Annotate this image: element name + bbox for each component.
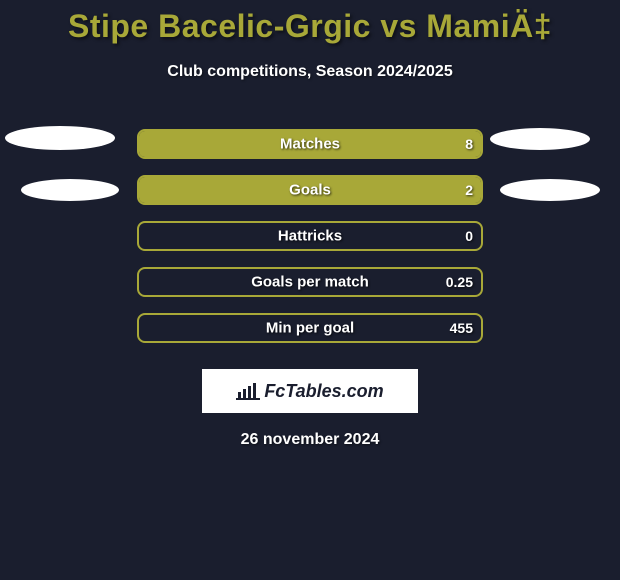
stat-bar-container: Matches 8 (137, 129, 483, 159)
stat-bar-container: Min per goal 455 (137, 313, 483, 343)
stat-row-goals-per-match: Goals per match 0.25 (0, 259, 620, 305)
stat-bar-container: Goals per match 0.25 (137, 267, 483, 297)
stat-bar-container: Hattricks 0 (137, 221, 483, 251)
subtitle: Club competitions, Season 2024/2025 (0, 63, 620, 81)
stat-label: Goals per match (251, 274, 369, 291)
stat-row-matches: Matches 8 (0, 121, 620, 167)
stat-row-min-per-goal: Min per goal 455 (0, 305, 620, 351)
stat-value: 0 (465, 228, 473, 244)
main-container: Stipe Bacelic-Grgic vs MamiÄ‡ Club compe… (0, 0, 620, 449)
stat-value: 2 (465, 182, 473, 198)
stat-value: 8 (465, 136, 473, 152)
stats-section: Matches 8 Goals 2 Hattricks 0 Goals per … (0, 121, 620, 351)
stat-value: 455 (450, 320, 473, 336)
stat-label: Goals (289, 182, 331, 199)
footer-logo-label: FcTables.com (264, 381, 383, 402)
bar-chart-icon (236, 382, 260, 400)
stat-bar-container: Goals 2 (137, 175, 483, 205)
stat-label: Hattricks (278, 228, 342, 245)
date-text: 26 november 2024 (0, 431, 620, 449)
page-title: Stipe Bacelic-Grgic vs MamiÄ‡ (0, 8, 620, 45)
footer-logo[interactable]: FcTables.com (202, 369, 418, 413)
stat-row-hattricks: Hattricks 0 (0, 213, 620, 259)
stat-value: 0.25 (446, 274, 473, 290)
stat-label: Matches (280, 136, 340, 153)
stat-label: Min per goal (266, 320, 354, 337)
footer-logo-text: FcTables.com (236, 381, 383, 402)
stat-row-goals: Goals 2 (0, 167, 620, 213)
